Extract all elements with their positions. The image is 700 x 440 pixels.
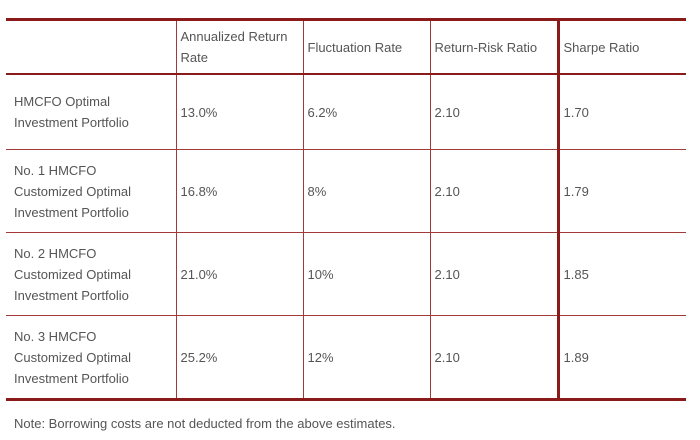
table-row: No. 1 HMCFO Customized Optimal Investmen…: [6, 149, 686, 233]
table-header-row: Annualized Return Rate Fluctuation Rate …: [6, 19, 686, 75]
header-cell-annualized-return-rate: Annualized Return Rate: [175, 19, 303, 75]
header-cell-return-risk-ratio: Return-Risk Ratio: [429, 19, 558, 75]
portfolio-name-cell: No. 3 HMCFO Customized Optimal Investmen…: [6, 315, 176, 400]
return-risk-ratio-cell: 2.10: [429, 149, 558, 233]
header-cell-portfolio: [6, 19, 176, 75]
table-row: No. 2 HMCFO Customized Optimal Investmen…: [6, 232, 686, 316]
annualized-return-cell: 13.0%: [175, 74, 303, 150]
annualized-return-cell: 25.2%: [175, 315, 303, 400]
annualized-return-cell: 21.0%: [175, 232, 303, 316]
header-cell-sharpe-ratio: Sharpe Ratio: [556, 19, 686, 75]
footnote: Note: Borrowing costs are not deducted f…: [14, 416, 396, 431]
return-risk-ratio-cell: 2.10: [429, 232, 558, 316]
annualized-return-cell: 16.8%: [175, 149, 303, 233]
portfolio-comparison-table: Annualized Return Rate Fluctuation Rate …: [6, 18, 686, 401]
portfolio-name-cell: HMCFO Optimal Investment Portfolio: [14, 94, 129, 130]
sharpe-ratio-cell: 1.70: [556, 74, 686, 150]
header-cell-fluctuation-rate: Fluctuation Rate: [302, 19, 430, 75]
sharpe-ratio-cell: 1.85: [556, 232, 686, 316]
return-risk-ratio-cell: 2.10: [429, 315, 558, 400]
fluctuation-rate-cell: 6.2%: [302, 74, 430, 150]
table-row: No. 3 HMCFO Customized Optimal Investmen…: [6, 315, 686, 400]
fluctuation-rate-cell: 10%: [302, 232, 430, 316]
fluctuation-rate-cell: 12%: [302, 315, 430, 400]
portfolio-name-cell: No. 1 HMCFO Customized Optimal Investmen…: [6, 149, 176, 233]
sharpe-ratio-cell: 1.89: [556, 315, 686, 400]
portfolio-name-cell: No. 2 HMCFO Customized Optimal Investmen…: [6, 232, 176, 316]
sharpe-ratio-cell: 1.79: [556, 149, 686, 233]
table-row: HMCFO Optimal Investment Portfolio 13.0%…: [6, 74, 686, 150]
portfolio-comparison-table-wrap: Annualized Return Rate Fluctuation Rate …: [6, 18, 686, 401]
fluctuation-rate-cell: 8%: [302, 149, 430, 233]
return-risk-ratio-cell: 2.10: [429, 74, 558, 150]
